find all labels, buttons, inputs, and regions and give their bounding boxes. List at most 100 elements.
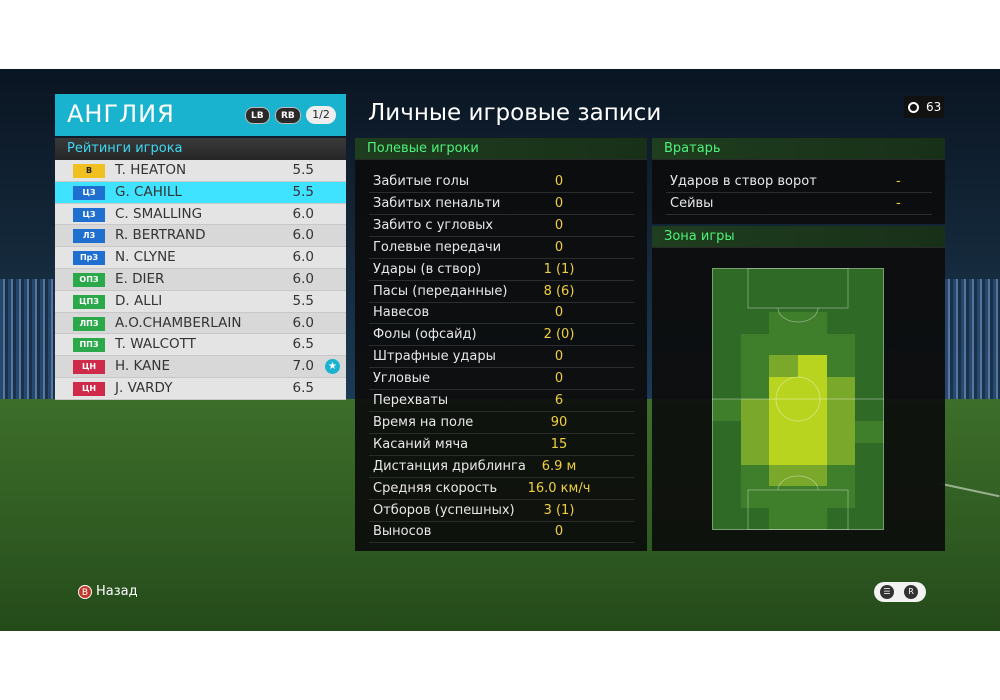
stat-label: Забитые голы [373,174,470,189]
position-badge: ПрЗ [73,251,105,266]
heatmap-cell [855,399,885,422]
heatmap-cell [798,333,828,356]
gk-stat-label: Ударов в створ ворот [670,174,817,189]
player-row[interactable]: ЦЗ G. CAHILL 5.5 [55,181,346,204]
heatmap-cell [740,333,770,356]
heatmap-cell [712,268,742,291]
heatmap-cell [826,486,856,509]
heatmap-cell [855,420,885,444]
gk-stat-value: - [896,174,901,189]
heatmap-cell [740,399,770,422]
clock-icon [908,102,919,113]
player-row[interactable]: ПрЗ N. CLYNE 6.0 [55,247,346,269]
heatmap-cell [798,311,828,334]
position-badge: ЦЗ [73,185,105,200]
heatmap-cell [740,464,770,487]
stat-row: Пасы (переданные) 8 (6) [369,281,634,303]
player-row[interactable]: В T. HEATON 5.5 [55,160,346,182]
heatmap-cell [712,508,742,531]
position-badge: ЦН [73,360,105,375]
heatmap-cell [826,464,856,487]
stat-row: Угловые 0 [369,368,634,391]
position-badge: ОПЗ [73,272,105,287]
heatmap-cell [798,289,828,313]
crowd-right [945,279,1000,399]
stat-row: Отборов (успешных) 3 (1) [369,500,634,522]
player-row[interactable]: ЛЗ R. BERTRAND 6.0 [55,225,346,248]
player-row[interactable]: ЛПЗ A.O.CHAMBERLAIN 6.0 [55,312,346,335]
player-row[interactable]: ЦЗ C. SMALLING 6.0 [55,203,346,226]
player-row[interactable]: ЦН J. VARDY 6.5 [55,377,346,400]
stat-row: Удары (в створ) 1 (1) [369,259,634,281]
stat-value: 8 (6) [543,283,575,299]
player-row[interactable]: ППЗ T. WALCOTT 6.5 [55,334,346,357]
heatmap-cell [855,289,885,313]
heatmap-cell [740,442,770,465]
heatmap-cell [769,311,799,334]
heatmap-cell [798,268,828,291]
stat-row: Выносов 0 [369,521,634,544]
heatmap-cell [855,508,885,531]
rb-button[interactable]: RB [275,107,301,124]
stat-value: 3 (1) [543,502,575,518]
zone-header: Зона игры [652,226,945,248]
player-rating: 5.5 [292,162,314,178]
stat-value: 0 [554,524,564,540]
heatmap-cell [769,508,799,531]
player-name: T. HEATON [115,162,187,178]
stat-label: Навесов [373,305,430,321]
stat-value: 1 (1) [543,261,575,277]
position-badge: ЛПЗ [73,316,105,331]
player-rating: 6.0 [292,314,314,331]
heatmap-cell [798,355,828,378]
stat-label: Угловые [373,371,430,387]
player-name: C. SMALLING [115,205,203,222]
match-clock: 63 [904,96,944,118]
heatmap-cell [769,420,799,444]
chat-icon[interactable]: ☰ [880,585,894,599]
player-row[interactable]: ОПЗ E. DIER 6.0 [55,268,346,291]
player-row[interactable]: ЦПЗ D. ALLI 5.5 [55,290,346,313]
star-icon: ★ [325,359,340,375]
lb-button[interactable]: LB [245,107,270,124]
stat-value: 16.0 км/ч [527,480,591,496]
player-row[interactable]: ЦН H. KANE 7.0 ★ [55,356,346,378]
heatmap-cell [712,355,742,378]
back-button[interactable]: B Назад [78,584,138,599]
position-badge: ППЗ [73,338,105,353]
stat-value: 2 (0) [543,327,575,343]
heatmap-cell [798,442,828,465]
stat-value: 90 [550,414,568,430]
bottom-right-controls: ☰ R [874,582,926,602]
clock-value: 63 [926,100,942,114]
heatmap-cell [826,289,856,313]
stat-row: Забито с угловых 0 [369,215,634,237]
stat-value: 0 [554,217,564,233]
heatmap-cell [826,355,856,378]
player-name: E. DIER [115,270,165,287]
player-rating: 6.0 [292,227,314,244]
stat-label: Пасы (переданные) [373,283,508,299]
heatmap-cell [740,355,770,378]
heatmap-cell [769,268,799,291]
player-name: N. CLYNE [115,249,176,266]
heatmap-cell [769,486,799,509]
field-players-header: Полевые игроки [355,138,647,160]
b-button-icon: B [78,584,92,599]
stat-label: Отборов (успешных) [373,502,515,518]
heatmap-cell [855,311,885,334]
heatmap-cell [826,442,856,465]
field-players-panel: Полевые игроки Забитые голы 0 Забитых пена… [355,138,647,551]
stat-label: Забито с угловых [373,217,494,233]
heatmap-cell [712,333,742,356]
stat-value: 0 [554,349,564,365]
heatmap-cell [855,268,885,291]
heatmap-cell [855,377,885,400]
heatmap [712,268,885,531]
position-badge: ЦЗ [73,207,105,222]
ratings-header: Рейтинги игрока [55,138,346,160]
rs-button-icon[interactable]: R [904,585,918,599]
stat-label: Фолы (офсайд) [373,327,477,343]
heatmap-cell [712,377,742,400]
player-name: R. BERTRAND [115,227,206,244]
